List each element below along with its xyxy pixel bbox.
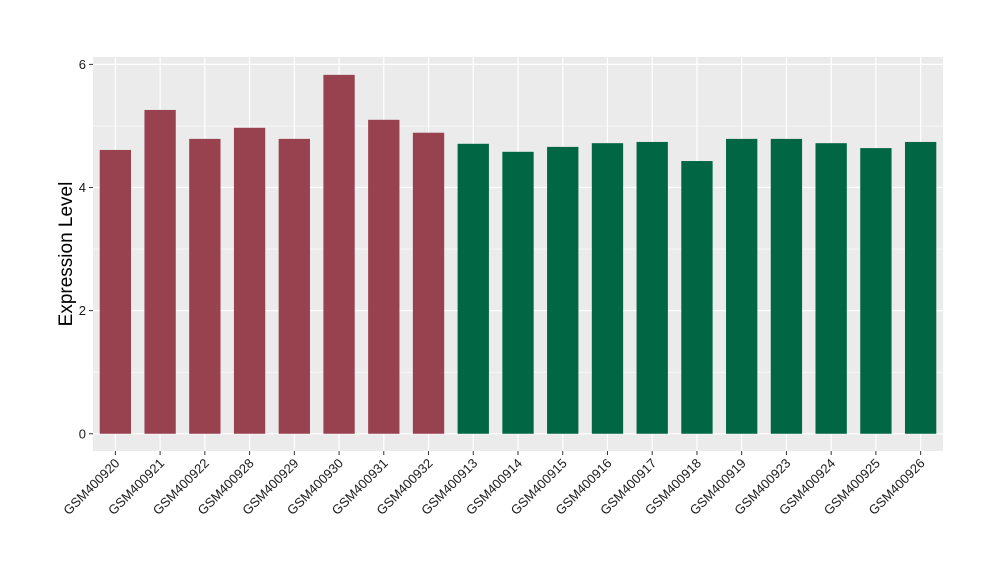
bar [547,146,579,434]
bar [99,149,132,434]
bar [457,143,489,434]
bar [770,138,803,434]
y-tick-label: 6 [79,57,86,72]
y-tick-label: 0 [79,426,86,441]
bar [681,161,713,434]
bar [189,138,221,434]
bar [904,141,937,434]
y-tick-label: 2 [79,303,86,318]
bars [99,74,937,434]
y-tick-label: 4 [79,180,86,195]
bar [726,138,758,434]
bar [144,109,176,434]
y-axis-title: Expression Level [56,182,77,327]
bar [368,119,400,434]
x-axis: GSM400920GSM400921GSM400922GSM400928GSM4… [60,451,928,518]
bar [815,143,847,434]
bar [412,132,445,434]
y-axis: 0 2 4 6 [79,57,93,441]
bar [323,74,355,434]
bar [278,138,310,434]
bar [636,141,668,434]
bar [860,148,892,434]
bar [233,127,266,434]
bar [591,143,624,434]
bar [502,151,534,434]
